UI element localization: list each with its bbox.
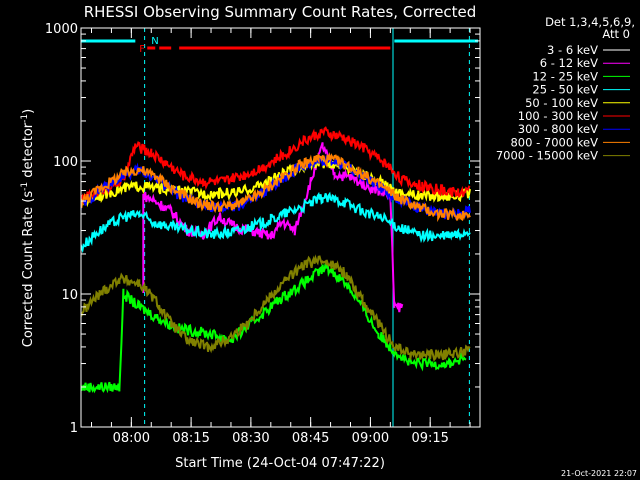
- y-axis-ticks: 1 10 100 1000: [45, 22, 480, 436]
- legend-header-line1: Det 1,3,4,5,6,9,: [545, 15, 635, 29]
- legend-label: 100 - 300 keV: [518, 109, 598, 123]
- plot-frame: [80, 27, 481, 428]
- legend-header-line2: Att 0: [602, 27, 630, 41]
- series-line-7000-15000-kev: [81, 254, 471, 362]
- x-axis-label: Start Time (24-Oct-04 07:47:22): [175, 456, 385, 471]
- status-label-n: N: [151, 36, 158, 47]
- plot-area: NF: [80, 28, 479, 427]
- y-tick-label: 1000: [45, 22, 78, 37]
- footer-date: 21-Oct-2021 22:07: [561, 469, 637, 478]
- y-axis-label: Corrected Count Rate (s-1 detector-1): [20, 109, 36, 347]
- y-axis-label-sup2: -1: [20, 114, 30, 123]
- series-line-25-50-kev: [81, 191, 471, 254]
- y-tick-label: 100: [53, 155, 78, 170]
- legend-label: 800 - 7000 keV: [510, 135, 598, 149]
- y-tick-label: 10: [61, 288, 78, 303]
- series-line-800-7000-kev: [81, 152, 471, 223]
- status-bars: NF: [81, 36, 479, 55]
- series-line-12-25-kev: [81, 262, 467, 394]
- y-axis-label-mid: detector: [21, 122, 36, 182]
- y-axis-label-sup1: -1: [20, 182, 30, 191]
- legend-label: 25 - 50 keV: [532, 83, 598, 97]
- legend-label: 12 - 25 keV: [532, 69, 598, 83]
- x-tick-label: 08:45: [292, 431, 329, 446]
- legend-label: 3 - 6 keV: [547, 43, 598, 57]
- status-label-f: F: [139, 44, 145, 55]
- series-group: [81, 107, 471, 394]
- y-axis-label-main: Corrected Count Rate (s: [21, 191, 36, 348]
- x-tick-label: 08:30: [232, 431, 269, 446]
- legend-label: 6 - 12 keV: [540, 56, 598, 70]
- series-line-100-300-kev: [81, 126, 471, 204]
- x-tick-label: 08:00: [113, 431, 150, 446]
- legend-label: 50 - 100 keV: [525, 96, 598, 110]
- legend-label: 300 - 800 keV: [518, 122, 598, 136]
- y-axis-label-end: ): [21, 109, 36, 114]
- x-tick-label: 09:00: [352, 431, 389, 446]
- y-tick-label: 1: [70, 421, 78, 436]
- legend-label: 7000 - 15000 keV: [496, 149, 598, 163]
- x-tick-label: 08:15: [172, 431, 209, 446]
- x-tick-label: 09:15: [411, 431, 448, 446]
- x-axis-ticks: 08:00 08:15 08:30 08:45 09:00 09:15: [90, 28, 471, 446]
- chart-title: RHESSI Observing Summary Count Rates, Co…: [84, 3, 477, 21]
